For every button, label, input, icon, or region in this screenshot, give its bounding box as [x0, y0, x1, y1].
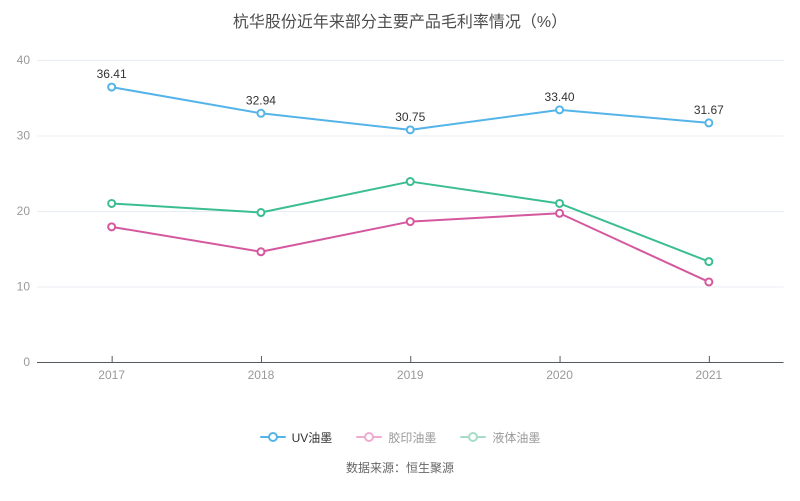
legend-icon-circle — [364, 432, 375, 442]
legend-icon-circle — [267, 432, 278, 442]
legend-line-icon — [259, 432, 286, 442]
legend-item-1[interactable]: 胶印油墨 — [356, 429, 436, 446]
legend-item-0[interactable]: UV油墨 — [259, 429, 333, 446]
x-axis-tick-label: 2018 — [248, 368, 275, 382]
point-label: 32.94 — [246, 93, 276, 107]
y-axis-tick-label: 0 — [23, 355, 30, 369]
data-point-marker — [555, 198, 565, 208]
data-point-marker — [704, 277, 714, 287]
data-point-marker — [256, 247, 266, 257]
legend-item-label: 胶印油墨 — [388, 430, 437, 445]
point-label: 36.41 — [97, 67, 127, 81]
y-axis-tick-label: 30 — [17, 129, 31, 143]
point-label: 33.40 — [545, 90, 575, 104]
legend: UV油墨 胶印油墨 液体油墨 — [0, 427, 800, 447]
data-point-marker — [405, 125, 415, 135]
data-point-marker — [405, 177, 415, 187]
point-label: 31.67 — [694, 103, 724, 117]
legend-item-2[interactable]: 液体油墨 — [460, 429, 540, 446]
data-point-marker — [107, 82, 117, 92]
legend-item-label: UV油墨 — [291, 430, 333, 445]
x-axis-tick-label: 2019 — [397, 368, 424, 382]
data-point-marker — [107, 222, 117, 232]
legend-line-icon — [460, 432, 487, 442]
data-point-marker — [555, 208, 565, 218]
x-axis-tick-label: 2017 — [98, 368, 125, 382]
x-axis-tick-label: 2020 — [546, 368, 573, 382]
data-point-marker — [256, 208, 266, 218]
y-axis-tick-label: 10 — [17, 280, 31, 294]
data-point-marker — [256, 108, 266, 118]
y-axis-tick-label: 20 — [17, 204, 31, 218]
legend-icon-circle — [468, 432, 479, 442]
data-source-note: 数据来源：恒生聚源 — [345, 461, 454, 475]
data-point-marker — [704, 118, 714, 128]
data-point-marker — [405, 217, 415, 227]
legend-line-icon — [356, 432, 383, 442]
point-label: 30.75 — [395, 110, 425, 124]
data-point-marker — [107, 198, 117, 208]
legend-item-label: 液体油墨 — [492, 430, 541, 445]
chart-title: 杭华股份近年来部分主要产品毛利率情况（%） — [232, 14, 568, 31]
line-chart: 0 10 20 30 40 2017 2018 2019 2020 2021 36.41 32.94 3… — [17, 53, 784, 382]
x-axis-tick-label: 2021 — [695, 368, 722, 382]
y-axis-tick-label: 40 — [17, 53, 31, 67]
data-point-marker — [555, 105, 565, 115]
data-point-marker — [704, 257, 714, 267]
